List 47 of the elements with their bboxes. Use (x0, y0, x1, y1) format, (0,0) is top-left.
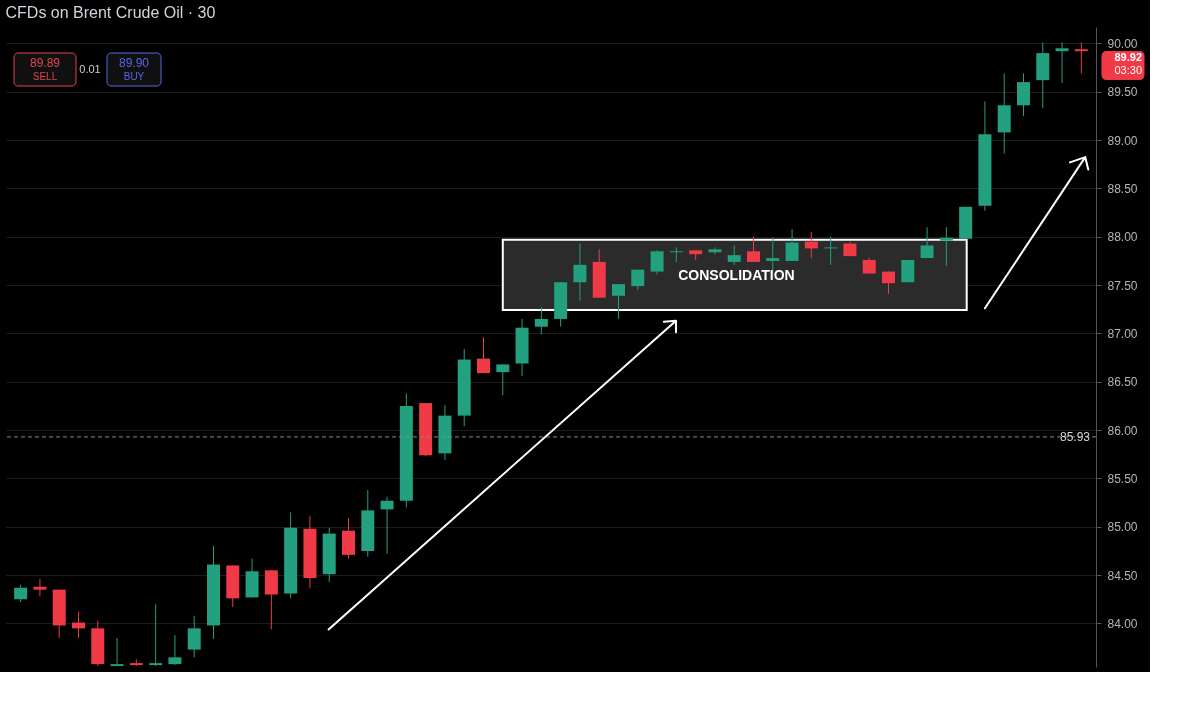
chart-title: CFDs on Brent Crude Oil · 30 (5, 4, 216, 21)
y-tick-label: 86.00 (1107, 423, 1138, 438)
candlestick (33, 578, 47, 597)
annotation: BUY (123, 71, 145, 82)
annotation: 89.89 (29, 56, 61, 70)
candlestick (920, 226, 934, 259)
candlestick (149, 603, 163, 667)
candlestick (824, 236, 838, 266)
y-tick-label: 84.50 (1107, 568, 1138, 583)
ref-line-label: 85.93 (1059, 429, 1091, 444)
y-tick-label: 89.50 (1107, 85, 1138, 100)
y-tick-label: 90.00 (1107, 36, 1138, 51)
candlestick (168, 634, 182, 666)
candlestick (766, 237, 780, 272)
candlestick (708, 246, 722, 255)
candlestick (612, 283, 625, 320)
y-tick-label: 84.00 (1107, 617, 1138, 631)
candlestick (380, 496, 394, 555)
candlestick (573, 243, 587, 302)
y-tick-label: 88.50 (1107, 181, 1138, 196)
annotation: 0.01 (79, 63, 101, 75)
y-tick-label: 88.00 (1107, 230, 1138, 245)
candlestick (1017, 72, 1030, 117)
text: 03:30 (1114, 64, 1142, 77)
candlestick (110, 637, 124, 667)
annotation: CONSOLIDATION (678, 266, 795, 283)
annotation: 89.90 (118, 56, 150, 70)
y-tick-label: 87.00 (1107, 326, 1138, 341)
candlestick (496, 363, 510, 396)
candlestick (477, 336, 490, 374)
candlestick (727, 244, 741, 266)
y-tick-label: 85.50 (1107, 471, 1138, 486)
y-tick-label: 85.00 (1107, 520, 1138, 535)
candlestick (534, 306, 548, 335)
y-tick-label: 89.00 (1107, 133, 1138, 148)
candlestick (187, 615, 201, 658)
candlestick (785, 228, 799, 262)
candlestick (650, 249, 664, 275)
candlestick (669, 246, 683, 263)
annotation: SELL (32, 71, 58, 82)
y-tick-label: 86.50 (1107, 375, 1138, 390)
candlestick (939, 226, 953, 267)
candlestick (1055, 41, 1069, 84)
text: 89.92 (1114, 51, 1142, 64)
candlestick (1074, 41, 1088, 74)
candlestick (747, 236, 760, 263)
y-tick-label: 87.50 (1107, 278, 1138, 293)
